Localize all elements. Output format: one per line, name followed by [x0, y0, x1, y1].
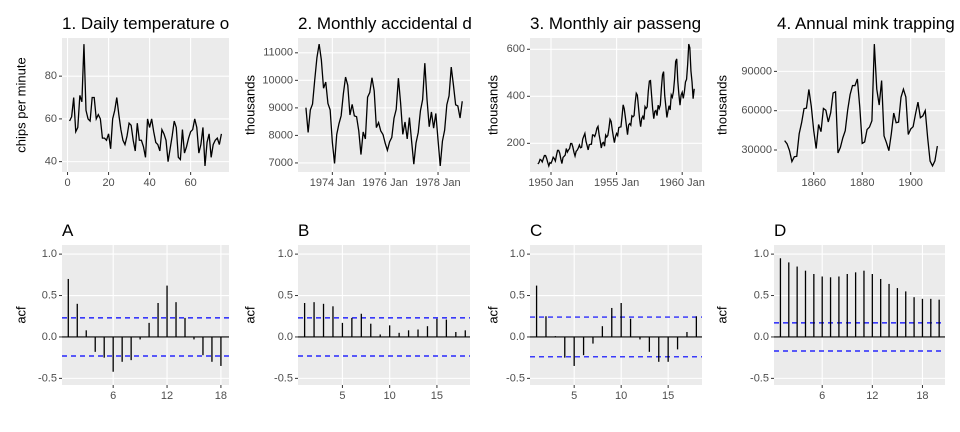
series-line — [305, 43, 463, 166]
y-tick-label: 60000 — [741, 105, 772, 117]
x-tick-label: 10 — [615, 390, 627, 402]
y-tick-label: 40 — [45, 156, 57, 168]
y-tick-label: 0.0 — [510, 331, 525, 343]
y-axis-label: thousands — [485, 75, 500, 135]
x-tick-label: 1976 Jan — [363, 177, 408, 189]
chart-title: 4. Annual mink trapping — [777, 14, 955, 33]
y-tick-label: 80 — [45, 70, 57, 82]
x-tick-label: 0 — [64, 177, 70, 189]
x-tick-label: 12 — [866, 390, 878, 402]
series-line — [69, 44, 223, 166]
x-tick-label: 12 — [161, 390, 173, 402]
series-line — [537, 43, 695, 169]
panel-background — [777, 38, 945, 172]
x-tick-label: 18 — [916, 390, 928, 402]
panel: 1860 1880 1900 30000 60000 90000 4. Annual min… — [714, 14, 954, 189]
x-tick-label: 1955 Jan — [594, 177, 639, 189]
x-tick-label: 60 — [185, 177, 197, 189]
x-tick-label: 1950 Jan — [528, 177, 573, 189]
y-tick-label: 7000 — [269, 157, 293, 169]
y-axis-label: thousands — [242, 75, 257, 135]
panel-background — [530, 38, 702, 172]
x-tick-label: 15 — [431, 390, 443, 402]
y-tick-label: 30000 — [741, 144, 772, 156]
y-tick-label: -0.5 — [38, 372, 57, 384]
y-axis-label: acf — [13, 306, 28, 324]
x-tick-label: 40 — [143, 177, 155, 189]
y-tick-label: 11000 — [263, 47, 293, 59]
chart-title: C — [530, 221, 542, 240]
y-axis-label: thousands — [714, 75, 729, 135]
y-tick-label: -0.5 — [274, 372, 293, 384]
y-tick-label: 0.5 — [42, 289, 57, 301]
x-tick-label: 6 — [110, 390, 116, 402]
y-axis-label: acf — [485, 306, 500, 324]
panel: 0 20 40 60 40 60 80 1. Daily temperature o chips… — [13, 14, 229, 189]
chart-title: 1. Daily temperature o — [62, 14, 229, 33]
y-tick-label: -0.5 — [506, 372, 525, 384]
y-tick-label: 10000 — [262, 74, 293, 86]
y-tick-label: 0.0 — [278, 331, 293, 343]
y-tick-label: 1.0 — [510, 248, 525, 260]
series-line — [784, 44, 939, 168]
y-tick-label: 1.0 — [42, 248, 57, 260]
y-tick-label: 0.5 — [278, 289, 293, 301]
y-tick-label: 8000 — [269, 129, 293, 141]
y-tick-label: 1.0 — [754, 248, 769, 260]
panel-background — [298, 38, 470, 172]
x-tick-label: 1880 — [850, 177, 874, 189]
x-tick-label: 18 — [215, 390, 227, 402]
y-tick-label: 1.0 — [278, 248, 293, 260]
y-axis-label: acf — [242, 306, 257, 324]
x-tick-label: 20 — [102, 177, 114, 189]
y-tick-label: 0.5 — [510, 289, 525, 301]
y-tick-label: 400 — [507, 90, 525, 102]
panel: 1974 Jan 1976 Jan 1978 Jan 7000 8000 9000 1000… — [242, 14, 471, 189]
panel-background — [774, 245, 945, 385]
y-tick-label: 60 — [45, 113, 57, 125]
x-tick-label: 15 — [662, 390, 674, 402]
y-tick-label: -0.5 — [750, 372, 769, 384]
x-tick-label: 1978 Jan — [415, 177, 460, 189]
y-tick-label: 90000 — [741, 65, 772, 77]
y-axis-label: chips per minute — [13, 57, 28, 152]
x-tick-label: 1960 Jan — [660, 177, 705, 189]
x-tick-label: 1974 Jan — [310, 177, 355, 189]
x-tick-label: 10 — [384, 390, 396, 402]
y-tick-label: 200 — [507, 137, 525, 149]
chart-title: D — [774, 221, 786, 240]
x-tick-label: 1900 — [898, 177, 922, 189]
y-tick-label: 600 — [507, 43, 525, 55]
x-tick-label: 1860 — [801, 177, 825, 189]
x-tick-label: 5 — [571, 390, 577, 402]
y-tick-label: 0.0 — [754, 331, 769, 343]
y-axis-label: acf — [714, 306, 729, 324]
panel-background — [530, 245, 702, 385]
chart-title: 2. Monthly accidental d — [298, 14, 472, 33]
panel-background — [298, 245, 470, 385]
y-tick-label: 9000 — [269, 102, 293, 114]
y-tick-label: 0.0 — [42, 331, 57, 343]
x-tick-label: 5 — [339, 390, 345, 402]
y-tick-label: 0.5 — [754, 289, 769, 301]
x-tick-label: 6 — [819, 390, 825, 402]
chart-title: B — [298, 221, 309, 240]
chart-title: A — [62, 221, 74, 240]
panel: 1950 Jan 1955 Jan 1960 Jan 200 400 600 3. Mont… — [485, 14, 704, 189]
panel-background — [62, 245, 229, 385]
chart-title: 3. Monthly air passeng — [530, 14, 701, 33]
